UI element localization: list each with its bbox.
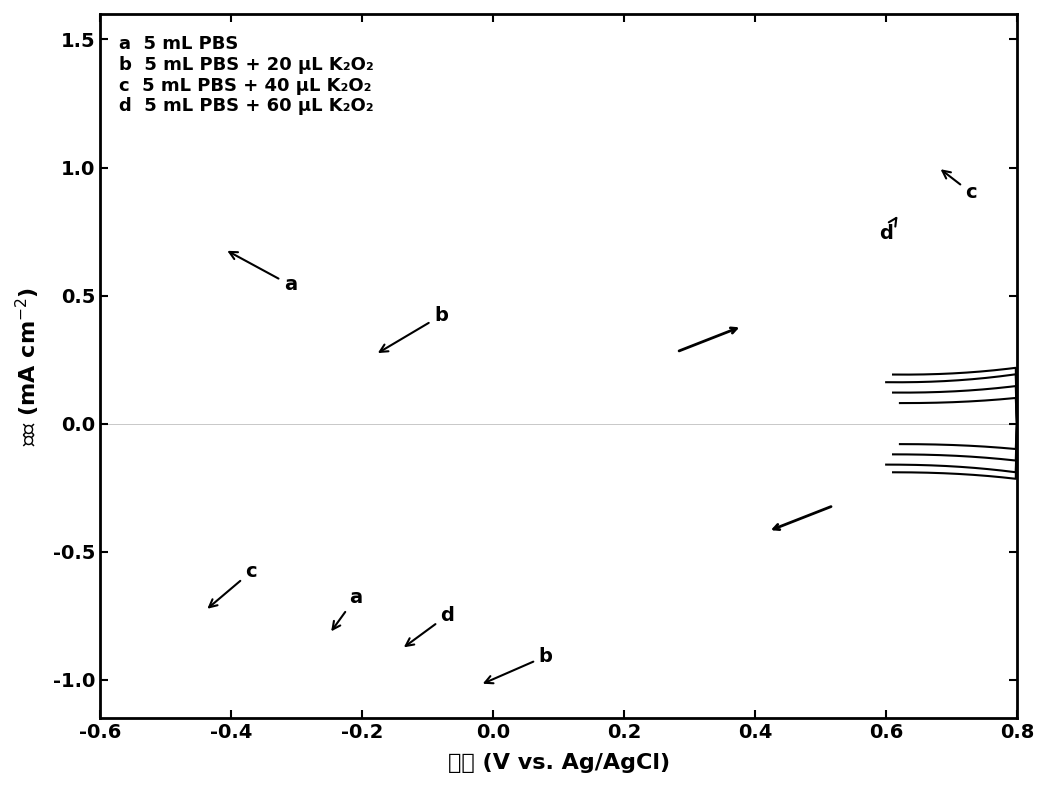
Text: b: b (379, 306, 447, 352)
Y-axis label: 电流 (mA cm$^{-2}$): 电流 (mA cm$^{-2}$) (14, 286, 42, 445)
Text: d: d (879, 218, 896, 243)
Text: a: a (230, 252, 297, 294)
Text: b: b (485, 647, 552, 683)
X-axis label: 电压 (V vs. Ag/AgCl): 电压 (V vs. Ag/AgCl) (447, 753, 670, 773)
Text: c: c (942, 171, 977, 202)
Text: a  5 mL PBS
b  5 mL PBS + 20 μL K₂O₂
c  5 mL PBS + 40 μL K₂O₂
d  5 mL PBS + 60 μ: a 5 mL PBS b 5 mL PBS + 20 μL K₂O₂ c 5 m… (118, 35, 373, 116)
Text: d: d (406, 606, 455, 646)
Text: c: c (209, 562, 257, 608)
Text: a: a (332, 588, 363, 630)
